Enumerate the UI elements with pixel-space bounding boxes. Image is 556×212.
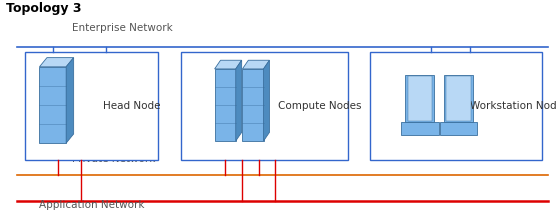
Text: Head Node: Head Node: [103, 101, 160, 111]
FancyBboxPatch shape: [181, 52, 348, 160]
Polygon shape: [39, 67, 66, 143]
FancyBboxPatch shape: [401, 122, 439, 135]
FancyBboxPatch shape: [370, 52, 542, 160]
Polygon shape: [236, 60, 242, 141]
Text: Enterprise Network: Enterprise Network: [72, 23, 173, 33]
FancyBboxPatch shape: [405, 75, 434, 122]
Polygon shape: [66, 58, 73, 143]
FancyBboxPatch shape: [440, 122, 478, 135]
Polygon shape: [264, 60, 270, 141]
Polygon shape: [39, 58, 73, 67]
Polygon shape: [215, 60, 242, 69]
Text: Application Network: Application Network: [39, 200, 145, 210]
Polygon shape: [215, 69, 236, 141]
FancyBboxPatch shape: [446, 76, 471, 121]
Text: Compute Nodes: Compute Nodes: [278, 101, 361, 111]
Polygon shape: [242, 69, 264, 141]
FancyBboxPatch shape: [444, 75, 473, 122]
Text: Workstation Nodes: Workstation Nodes: [470, 101, 556, 111]
Text: Topology 3: Topology 3: [6, 2, 81, 15]
Text: Private Network: Private Network: [72, 154, 156, 164]
FancyBboxPatch shape: [408, 76, 432, 121]
Polygon shape: [242, 60, 270, 69]
FancyBboxPatch shape: [25, 52, 158, 160]
